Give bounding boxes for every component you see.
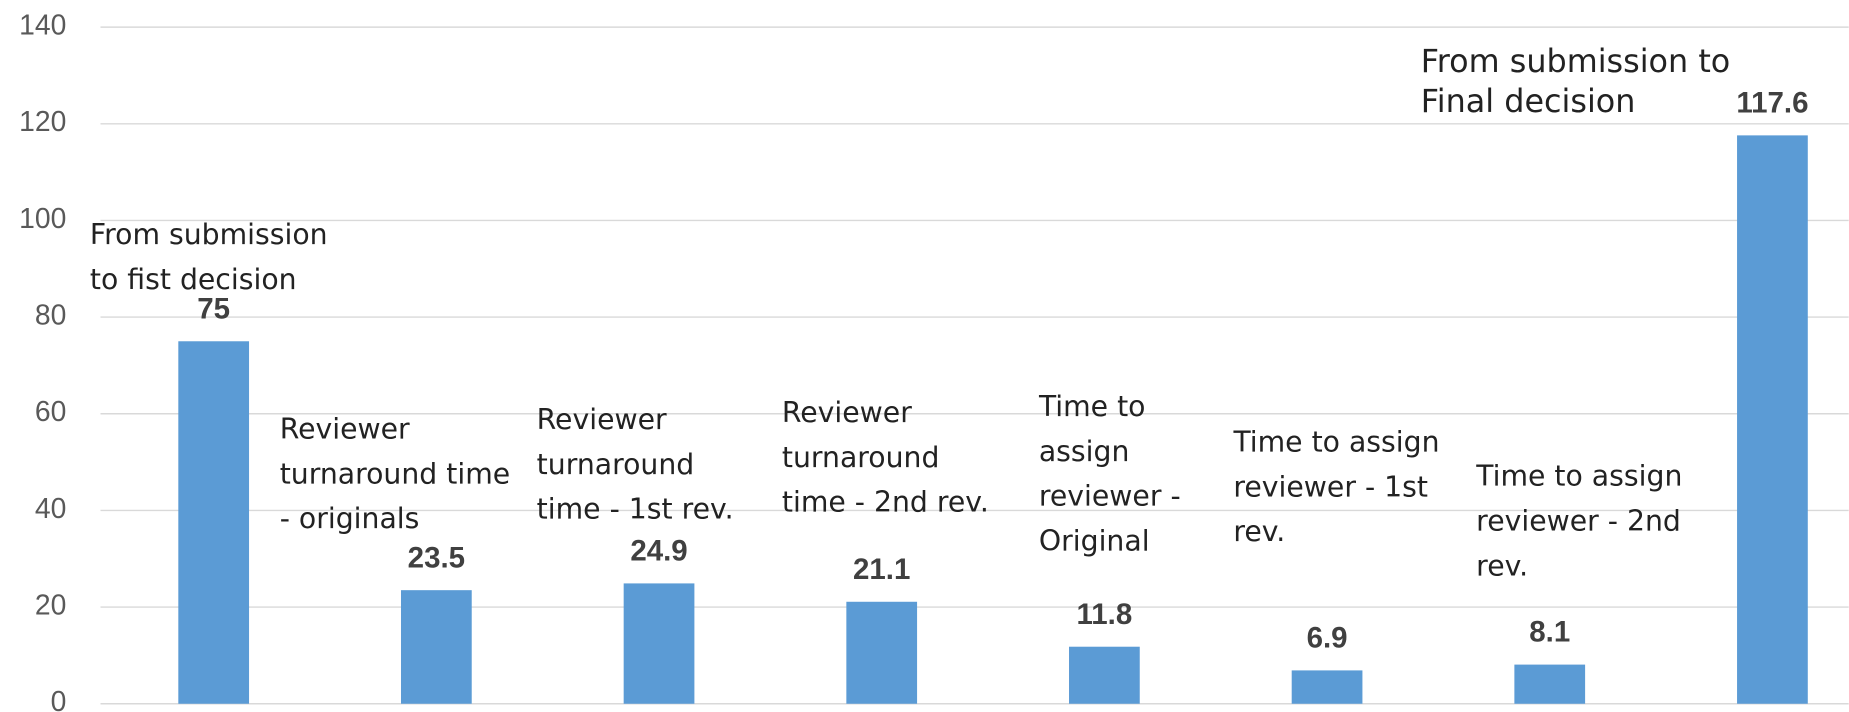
value-label: 21.1 [853, 553, 910, 586]
bar [623, 583, 695, 704]
category-label: Reviewer turnaround time - 1st rev. [536, 403, 734, 526]
bar [1069, 646, 1140, 704]
y-tick-label: 100 [19, 202, 66, 234]
value-label: 75 [197, 292, 230, 325]
value-label: 6.9 [1307, 622, 1348, 655]
value-label: 8.1 [1529, 616, 1570, 649]
value-label: 23.5 [408, 541, 465, 574]
category-label-box: From submission to Final decision [1420, 43, 1731, 121]
y-tick-label: 140 [19, 9, 66, 41]
category-label: Time to assign reviewer - Original [1038, 390, 1181, 558]
category-label-box: Reviewer turnaround time - originals [279, 412, 511, 536]
category-label-box: Time to assign reviewer - 2nd rev. [1476, 459, 1683, 583]
category-label-box: Reviewer turnaround time - 2nd rev. [781, 396, 989, 519]
category-label-box: Time to assign reviewer - Original [1038, 390, 1181, 558]
category-label: Time to assign reviewer - 2nd rev. [1476, 459, 1683, 583]
value-label: 117.6 [1736, 87, 1808, 120]
y-tick-label: 60 [35, 395, 66, 427]
value-label: 11.8 [1077, 598, 1133, 631]
bar [1514, 664, 1586, 704]
bar [400, 590, 472, 704]
category-label: From submission to fist decision [89, 218, 328, 296]
category-label-box: From submission to fist decision [89, 218, 328, 296]
bar [1737, 135, 1808, 704]
bar [178, 341, 250, 704]
category-label-box: Reviewer turnaround time - 1st rev. [536, 403, 734, 526]
value-label: 24.9 [630, 535, 687, 568]
y-tick-label: 0 [51, 685, 67, 712]
bar [1291, 670, 1363, 704]
y-tick-label: 20 [35, 589, 66, 621]
category-label: Reviewer turnaround time - 2nd rev. [781, 396, 989, 519]
category-label: Reviewer turnaround time - originals [279, 412, 511, 536]
y-tick-label: 40 [35, 492, 66, 524]
category-label: From submission to Final decision [1420, 43, 1731, 121]
y-tick-label: 80 [35, 299, 66, 331]
bar [846, 601, 918, 704]
y-tick-label: 120 [19, 105, 66, 137]
category-label-box: Time to assign reviewer - 1st rev. [1233, 425, 1440, 549]
category-label: Time to assign reviewer - 1st rev. [1233, 425, 1440, 549]
